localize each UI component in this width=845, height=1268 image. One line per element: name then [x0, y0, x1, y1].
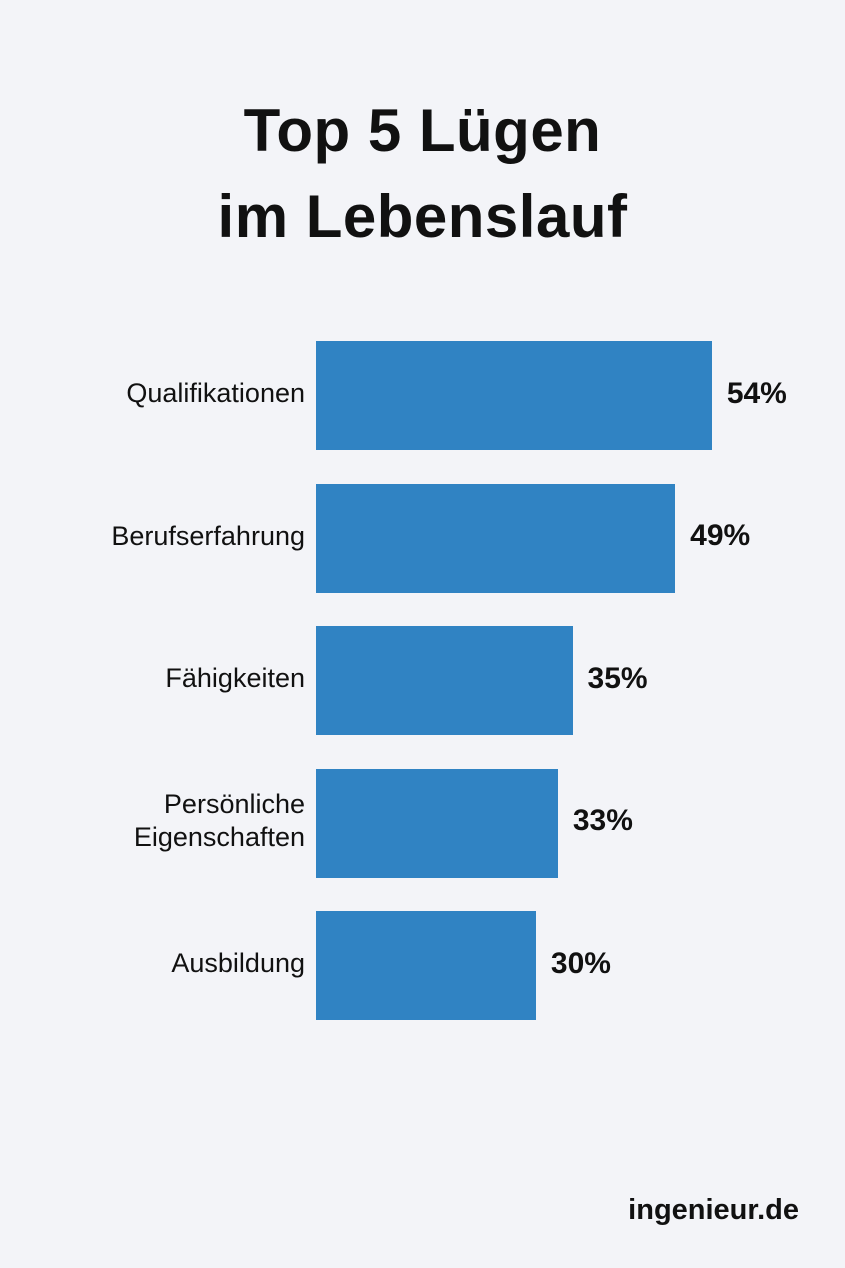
chart-title-line-1: Top 5 Lügen	[243, 97, 602, 164]
category-label-line: Eigenschaften	[133, 822, 305, 852]
bar-persönliche-eigenschaften	[316, 768, 558, 878]
chart-title: Top 5 Lügen im Lebenslauf	[0, 88, 845, 260]
value-label: 54%	[726, 376, 787, 410]
category-label-line: Ausbildung	[171, 948, 305, 978]
value-label: 35%	[587, 661, 648, 695]
category-label: Ausbildung	[5, 947, 305, 980]
chart-title-line-2: im Lebenslauf	[217, 183, 628, 250]
category-label-line: Fähigkeiten	[165, 663, 305, 693]
category-label-line: Qualifikationen	[126, 378, 305, 408]
bar-fähigkeiten	[316, 626, 573, 735]
category-label: Qualifikationen	[5, 377, 305, 410]
bar-berufserfahrung	[316, 483, 676, 593]
bar-ausbildung	[316, 911, 536, 1020]
bar-qualifikationen	[316, 341, 712, 450]
category-label-line: Berufserfahrung	[111, 520, 305, 551]
category-label: Berufserfahrung	[5, 520, 305, 553]
value-label: 30%	[550, 946, 611, 980]
category-label-line: Persönliche	[163, 789, 305, 819]
value-label: 33%	[572, 804, 633, 837]
category-label: Fähigkeiten	[5, 662, 305, 695]
value-label: 49%	[690, 519, 751, 552]
category-label: Persönliche Eigenschaften	[5, 788, 305, 854]
source-label: ingenieur.de	[628, 1194, 799, 1226]
